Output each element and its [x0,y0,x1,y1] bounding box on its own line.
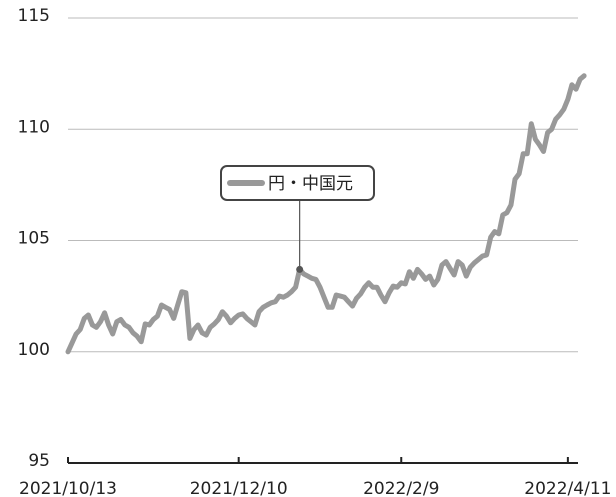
x-tick-label: 2022/2/9 [363,479,439,497]
legend-box [220,165,375,201]
y-tick-label: 105 [18,229,50,249]
y-tick-label: 115 [18,6,50,26]
line-series [65,73,587,355]
x-tick-label: 2022/4/11 [524,479,611,497]
y-tick-label: 100 [18,340,50,360]
y-tick-label: 95 [28,451,50,471]
x-tick-label: 2021/10/13 [19,479,117,497]
annotation-dot [296,265,304,273]
y-tick-label: 110 [18,117,50,137]
legend-label: 円・中国元 [268,174,353,194]
x-tick-label: 2021/12/10 [190,479,288,497]
